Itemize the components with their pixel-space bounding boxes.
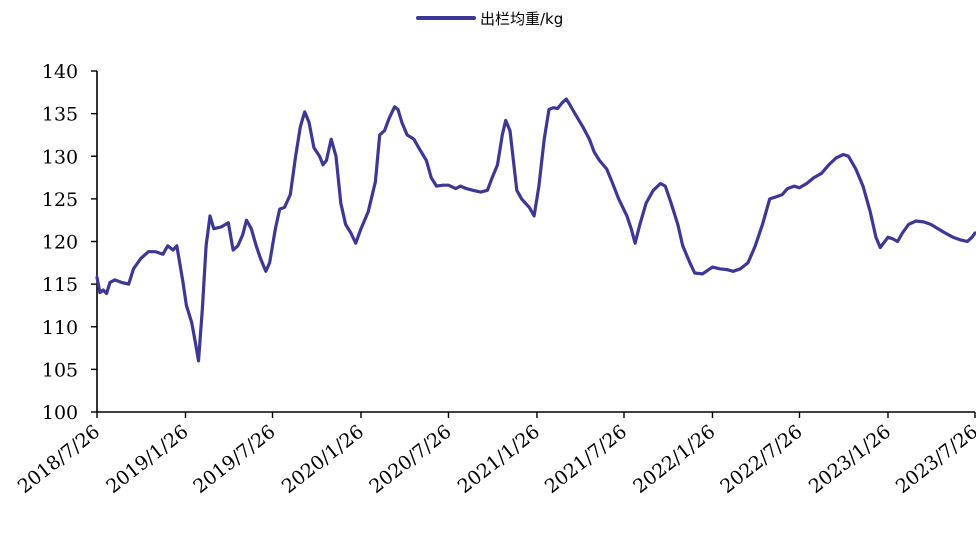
- x-tick-label: 2022/7/26: [716, 421, 806, 498]
- x-tick-label: 2022/1/26: [629, 421, 719, 498]
- series-line: [95, 97, 976, 363]
- y-axis-ticks: 100 105 110 115 120 125 130 135 140: [42, 61, 97, 424]
- x-tick-label: 2019/1/26: [102, 421, 192, 498]
- y-tick-label: 135: [42, 104, 78, 126]
- x-tick-label: 2021/7/26: [541, 421, 631, 498]
- legend: 出栏均重/kg: [416, 10, 563, 28]
- y-tick-label: 115: [42, 274, 78, 296]
- y-tick-label: 140: [42, 61, 78, 83]
- x-tick-label: 2021/1/26: [454, 421, 544, 498]
- x-tick-label: 2020/1/26: [278, 421, 368, 498]
- x-tick-label: 2019/7/26: [189, 421, 279, 498]
- x-axis-ticks: 2018/7/262019/1/262019/7/262020/1/262020…: [14, 412, 976, 498]
- x-tick-label: 2023/7/26: [892, 421, 976, 498]
- axes: [96, 71, 975, 413]
- series-layer: [95, 97, 976, 363]
- y-tick-label: 130: [42, 146, 78, 168]
- y-tick-label: 125: [42, 189, 78, 211]
- x-tick-label: 2020/7/26: [365, 421, 455, 498]
- y-tick-label: 105: [42, 359, 78, 381]
- y-tick-label: 110: [42, 317, 78, 339]
- x-tick-label: 2023/1/26: [805, 421, 895, 498]
- y-tick-label: 120: [42, 232, 78, 254]
- legend-label: 出栏均重/kg: [480, 10, 563, 28]
- y-tick-label: 100: [42, 402, 78, 424]
- x-tick-label: 2018/7/26: [14, 421, 104, 498]
